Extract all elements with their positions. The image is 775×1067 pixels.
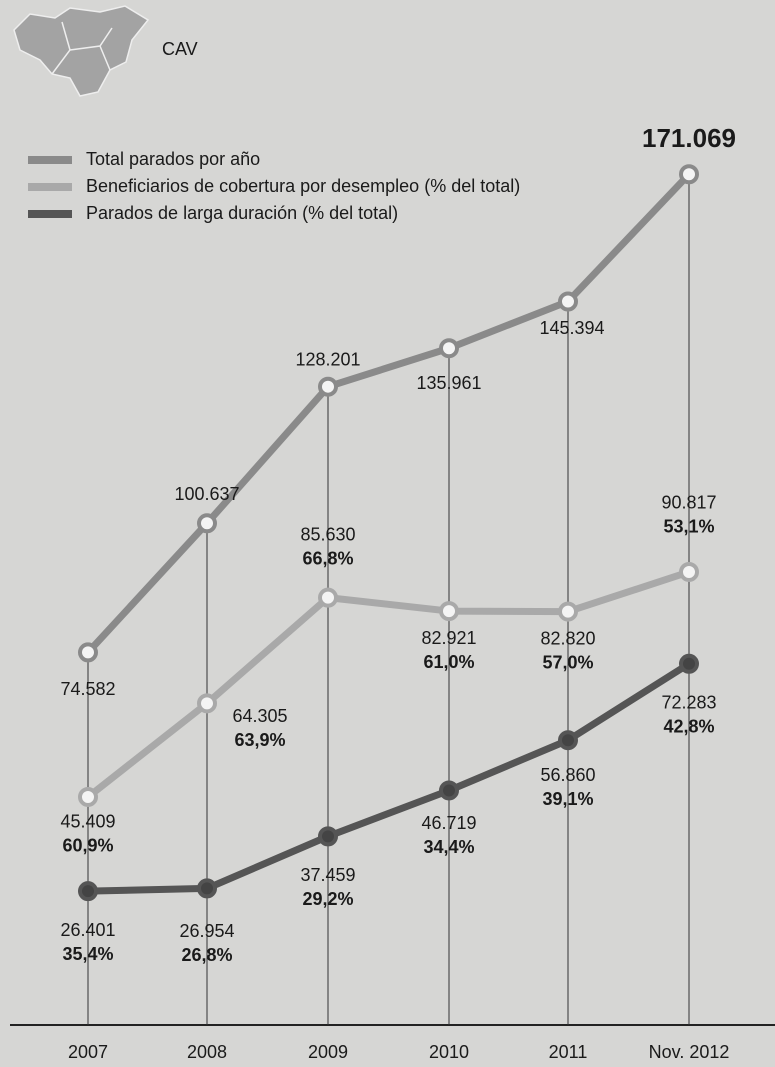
data-label: 82.820 bbox=[540, 628, 595, 648]
legend-label: Beneficiarios de cobertura por desempleo… bbox=[86, 176, 520, 196]
legend-swatch bbox=[28, 210, 72, 218]
x-tick-label: 2010 bbox=[429, 1042, 469, 1062]
point bbox=[558, 601, 578, 622]
data-label: 56.860 bbox=[540, 765, 595, 785]
point bbox=[78, 881, 98, 902]
point bbox=[439, 780, 459, 801]
x-tick-label: Nov. 2012 bbox=[649, 1042, 730, 1062]
data-label: 145.394 bbox=[539, 318, 604, 338]
percent-label: 39,1% bbox=[542, 789, 593, 809]
legend: Total parados por año Beneficiarios de co… bbox=[28, 149, 520, 223]
data-label: 26.954 bbox=[179, 921, 234, 941]
data-label: 37.459 bbox=[300, 865, 355, 885]
legend-swatch bbox=[28, 156, 72, 164]
data-label: 90.817 bbox=[661, 493, 716, 513]
point bbox=[78, 786, 98, 807]
point bbox=[318, 376, 338, 397]
series-line bbox=[85, 568, 691, 800]
series-line bbox=[87, 660, 691, 895]
percent-label: 29,2% bbox=[302, 889, 353, 909]
data-label: 85.630 bbox=[300, 524, 355, 544]
legend-label: Parados de larga duración (% del total) bbox=[86, 203, 398, 223]
data-label: 64.305 bbox=[232, 706, 287, 726]
percent-label: 34,4% bbox=[423, 837, 474, 857]
data-label: 82.921 bbox=[421, 628, 476, 648]
percent-label: 63,9% bbox=[234, 730, 285, 750]
percent-label: 26,8% bbox=[181, 945, 232, 965]
x-tick-label: 2008 bbox=[187, 1042, 227, 1062]
percent-label: 42,8% bbox=[663, 717, 714, 737]
point bbox=[558, 730, 578, 751]
point bbox=[318, 587, 338, 608]
point bbox=[558, 291, 578, 312]
percent-label: 61,0% bbox=[423, 652, 474, 672]
data-label: 74.582 bbox=[60, 679, 115, 699]
point bbox=[439, 601, 459, 622]
x-tick-label: 2007 bbox=[68, 1042, 108, 1062]
region-map bbox=[13, 5, 150, 97]
region-label: CAV bbox=[162, 39, 198, 59]
percent-label: 66,8% bbox=[302, 548, 353, 568]
region-map-border bbox=[51, 21, 113, 75]
point bbox=[679, 164, 699, 185]
point bbox=[78, 642, 98, 663]
data-label: 171.069 bbox=[642, 123, 736, 153]
percent-label: 57,0% bbox=[542, 652, 593, 672]
point bbox=[318, 826, 338, 847]
percent-label: 60,9% bbox=[62, 836, 113, 856]
data-label: 26.401 bbox=[60, 920, 115, 940]
point bbox=[197, 513, 217, 534]
percent-label: 35,4% bbox=[62, 944, 113, 964]
data-label: 46.719 bbox=[421, 813, 476, 833]
data-label: 72.283 bbox=[661, 693, 716, 713]
point bbox=[679, 561, 699, 582]
percent-label: 53,1% bbox=[663, 517, 714, 537]
data-label: 128.201 bbox=[295, 349, 360, 369]
point bbox=[197, 693, 217, 714]
legend-swatch bbox=[28, 183, 72, 191]
point bbox=[439, 338, 459, 359]
data-label: 100.637 bbox=[174, 484, 239, 504]
data-label: 135.961 bbox=[416, 373, 481, 393]
point bbox=[197, 878, 217, 899]
point bbox=[679, 653, 699, 674]
legend-label: Total parados por año bbox=[86, 149, 260, 169]
data-label: 45.409 bbox=[60, 812, 115, 832]
x-tick-label: 2011 bbox=[549, 1042, 588, 1062]
x-tick-label: 2009 bbox=[308, 1042, 348, 1062]
series-line bbox=[85, 171, 692, 655]
